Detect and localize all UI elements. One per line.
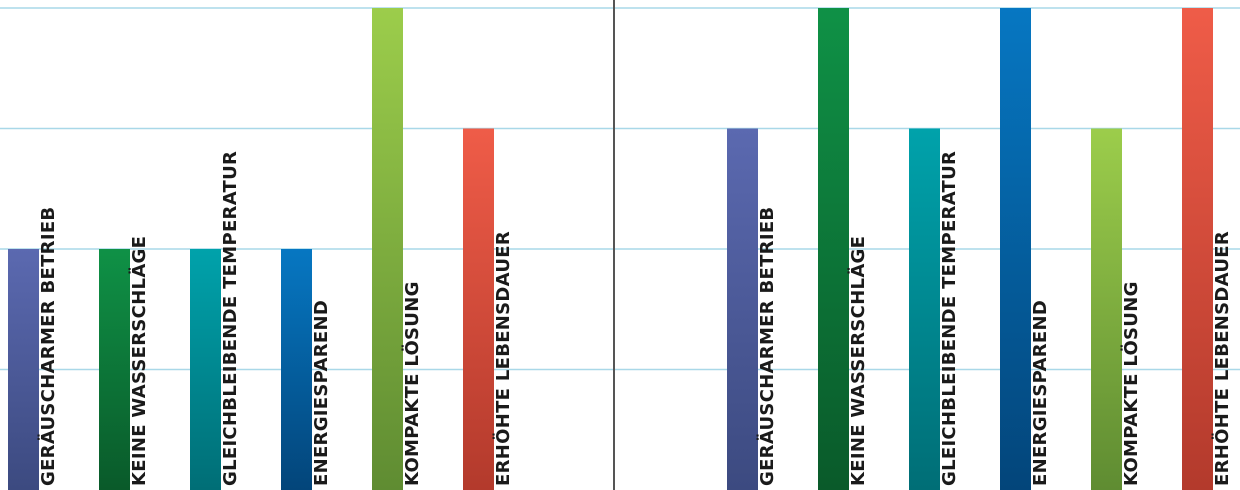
bar-0-1: [99, 249, 130, 490]
bar-label-1-2: GLEICHBLEIBENDE TEMPERATUR: [939, 151, 960, 486]
bar-1-5: [1182, 8, 1213, 490]
bar-label-0-4: KOMPAKTE LÖSUNG: [401, 281, 423, 486]
bar-label-1-5: ERHÖHTE LEBENSDAUER: [1211, 231, 1233, 486]
bar-0-4: [372, 8, 403, 490]
bar-0-2: [190, 249, 221, 490]
bar-label-0-1: KEINE WASSERSCHLÄGE: [128, 236, 150, 486]
chart-panel-right: GERÄUSCHARMER BETRIEB KEINE WASSERSCHLÄGE…: [727, 8, 1233, 490]
bar-label-0-0: GERÄUSCHARMER BETRIEB: [37, 207, 59, 486]
grid-lines: [0, 7, 1240, 371]
bar-0-0: [8, 249, 39, 490]
bar-1-4: [1091, 128, 1122, 490]
bar-label-0-2: GLEICHBLEIBENDE TEMPERATUR: [220, 151, 241, 486]
bar-label-1-3: ENERGIESPAREND: [1030, 300, 1051, 486]
bar-label-1-1: KEINE WASSERSCHLÄGE: [847, 236, 869, 486]
bar-0-5: [463, 128, 494, 490]
bar-label-1-4: KOMPAKTE LÖSUNG: [1120, 281, 1142, 486]
bar-0-3: [281, 249, 312, 490]
bar-label-1-0: GERÄUSCHARMER BETRIEB: [756, 207, 778, 486]
bar-1-1: [818, 8, 849, 490]
bar-1-2: [909, 128, 940, 490]
bar-label-0-3: ENERGIESPAREND: [311, 300, 332, 486]
bar-label-0-5: ERHÖHTE LEBENSDAUER: [492, 231, 514, 486]
chart-panel-left: GERÄUSCHARMER BETRIEB KEINE WASSERSCHLÄGE…: [8, 8, 514, 490]
bar-1-0: [727, 128, 758, 490]
bar-1-3: [1000, 8, 1031, 490]
